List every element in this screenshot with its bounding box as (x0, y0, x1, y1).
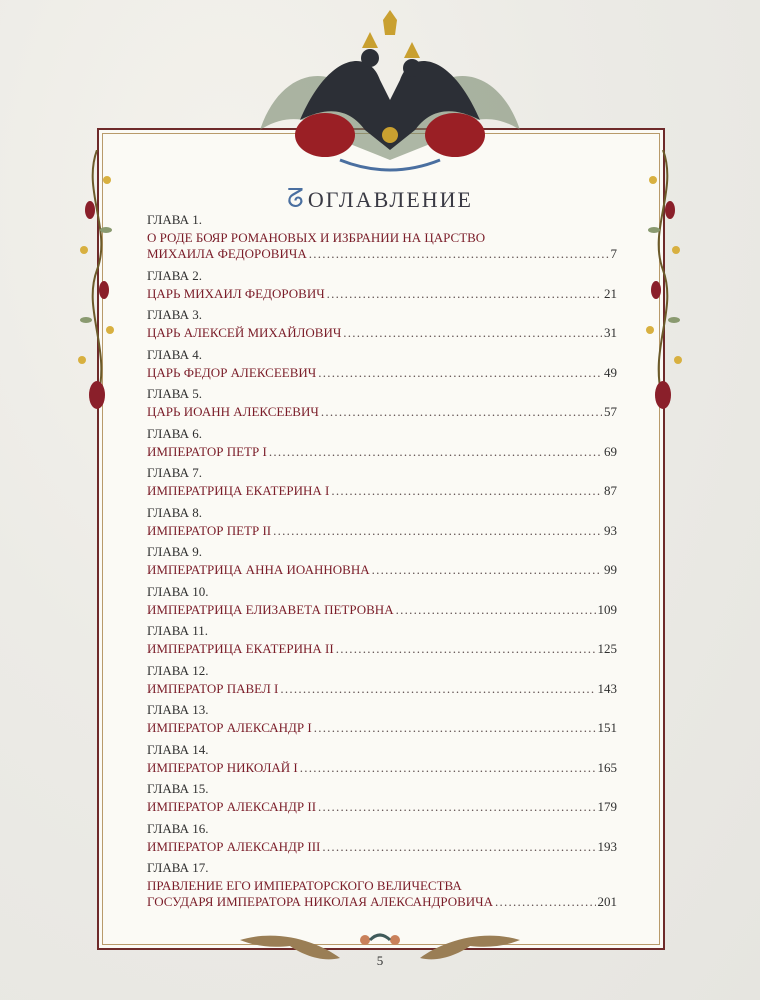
dot-leader (309, 246, 609, 262)
chapter-label: ГЛАВА 12. (147, 662, 209, 678)
chapter-page-number: 69 (604, 443, 617, 459)
toc-entry[interactable]: ГЛАВА 2. ЦАРЬ МИХАИЛ ФЕДОРОВИЧ 21 (147, 266, 617, 306)
chapter-title: ИМПЕРАТРИЦА ЕКАТЕРИНА I (147, 483, 330, 498)
chapter-label: ГЛАВА 3. (147, 307, 202, 322)
chapter-title: ЦАРЬ АЛЕКСЕЙ МИХАЙЛОВИЧ (147, 325, 342, 340)
floral-vine-right-ornament (646, 150, 682, 409)
dot-leader (318, 365, 602, 381)
chapter-title: ИМПЕРАТРИЦА ЕЛИЗАВЕТА ПЕТРОВНА (147, 601, 394, 617)
chapter-title: ПРАВЛЕНИЕ ЕГО ИМПЕРАТОРСКОГО ВЕЛИЧЕСТВА (147, 878, 462, 893)
chapter-title: МИХАИЛА ФЕДОРОВИЧА (147, 246, 307, 261)
chapter-page-number: 143 (597, 680, 618, 696)
chapter-page-number: 31 (604, 325, 617, 340)
dot-leader (396, 602, 596, 618)
chapter-label: ГЛАВА 8. (147, 504, 202, 520)
chapter-title: ИМПЕРАТОР АЛЕКСАНДР I (147, 720, 312, 735)
floral-vine-left-ornament (78, 150, 114, 409)
chapter-title: О РОДЕ БОЯР РОМАНОВЫХ И ИЗБРАНИИ НА ЦАРС… (147, 230, 486, 245)
page-title: ᘔОГЛАВЛЕНИЕ (0, 184, 760, 215)
chapter-page-number: 57 (604, 404, 617, 419)
dot-leader (372, 562, 602, 578)
toc-entry[interactable]: ГЛАВА 10. ИМПЕРАТРИЦА ЕЛИЗАВЕТА ПЕТРОВНА 1… (147, 582, 617, 622)
chapter-label: ГЛАВА 9. (147, 544, 202, 559)
dot-leader (495, 894, 596, 910)
table-of-contents: ГЛАВА 1. О РОДЕ БОЯР РОМАНОВЫХ И ИЗБРАНИИ… (147, 210, 617, 914)
toc-entry[interactable]: ГЛАВА 6. ИМПЕРАТОР ПЕТР I 69 (147, 424, 617, 464)
chapter-page-number: 125 (597, 641, 618, 656)
chapter-label: ГЛАВА 16. (147, 820, 209, 836)
chapter-label: ГЛАВА 14. (147, 741, 209, 757)
chapter-label: ГЛАВА 4. (147, 346, 202, 362)
chapter-title: ГОСУДАРЯ ИМПЕРАТОРА НИКОЛАЯ АЛЕКСАНДРОВИ… (147, 894, 493, 909)
dot-leader (273, 523, 602, 539)
chapter-page-number: 151 (597, 720, 618, 735)
chapter-label: ГЛАВА 1. (147, 212, 202, 227)
dot-leader (343, 325, 602, 341)
dot-leader (269, 444, 602, 460)
chapter-title: ИМПЕРАТОР ПАВЕЛ I (147, 680, 279, 696)
toc-entry[interactable]: ГЛАВА 17. ПРАВЛЕНИЕ ЕГО ИМПЕРАТОРСКОГО ВЕ… (147, 858, 617, 914)
chapter-page-number: 179 (597, 799, 618, 814)
toc-entry[interactable]: ГЛАВА 14. ИМПЕРАТОР НИКОЛАЙ I 165 (147, 740, 617, 780)
chapter-page-number: 109 (597, 601, 618, 617)
toc-entry[interactable]: ГЛАВА 9. ИМПЕРАТРИЦА АННА ИОАННОВНА 99 (147, 542, 617, 582)
chapter-page-number: 7 (610, 246, 618, 261)
dot-leader (336, 641, 596, 657)
toc-entry[interactable]: ГЛАВА 13. ИМПЕРАТОР АЛЕКСАНДР I 151 (147, 700, 617, 740)
decorative-flourish-icon: ᘔ (287, 184, 306, 213)
chapter-title: ИМПЕРАТРИЦА АННА ИОАННОВНА (147, 562, 370, 577)
chapter-page-number: 99 (604, 562, 617, 577)
dot-leader (327, 286, 602, 302)
chapter-page-number: 193 (597, 838, 618, 854)
chapter-page-number: 21 (604, 285, 617, 301)
page-title-text: ОГЛАВЛЕНИЕ (307, 187, 473, 212)
toc-entry[interactable]: ГЛАВА 7. ИМПЕРАТРИЦА ЕКАТЕРИНА I 87 (147, 463, 617, 503)
chapter-label: ГЛАВА 10. (147, 583, 209, 599)
toc-entry[interactable]: ГЛАВА 12. ИМПЕРАТОР ПАВЕЛ I 143 (147, 661, 617, 701)
bottom-acanthus-ornament (240, 933, 520, 960)
chapter-title: ИМПЕРАТОР ПЕТР II (147, 522, 272, 538)
double-headed-eagle-crest-ornament (260, 10, 520, 172)
chapter-label: ГЛАВА 2. (147, 267, 202, 283)
chapter-page-number: 87 (604, 483, 617, 498)
chapter-title: ИМПЕРАТРИЦА ЕКАТЕРИНА II (147, 641, 334, 656)
chapter-label: ГЛАВА 6. (147, 425, 202, 441)
toc-entry[interactable]: ГЛАВА 1. О РОДЕ БОЯР РОМАНОВЫХ И ИЗБРАНИИ… (147, 210, 617, 266)
chapter-title: ИМПЕРАТОР АЛЕКСАНДР II (147, 799, 317, 814)
toc-entry[interactable]: ГЛАВА 5. ЦАРЬ ИОАНН АЛЕКСЕЕВИЧ 57 (147, 384, 617, 424)
chapter-label: ГЛАВА 17. (147, 860, 209, 875)
chapter-title: ЦАРЬ ФЕДОР АЛЕКСЕЕВИЧ (147, 364, 317, 380)
toc-entry[interactable]: ГЛАВА 8. ИМПЕРАТОР ПЕТР II 93 (147, 503, 617, 543)
toc-entry[interactable]: ГЛАВА 16. ИМПЕРАТОР АЛЕКСАНДР III 193 (147, 819, 617, 859)
chapter-label: ГЛАВА 15. (147, 781, 209, 796)
chapter-page-number: 49 (604, 364, 617, 380)
page-number: 5 (376, 953, 384, 968)
dot-leader (331, 483, 602, 499)
chapter-label: ГЛАВА 7. (147, 465, 202, 480)
toc-entry[interactable]: ГЛАВА 11. ИМПЕРАТРИЦА ЕКАТЕРИНА II 125 (147, 621, 617, 661)
chapter-label: ГЛАВА 13. (147, 702, 209, 717)
chapter-page-number: 165 (597, 759, 618, 775)
dot-leader (314, 720, 596, 736)
chapter-page-number: 93 (604, 522, 617, 538)
chapter-title: ИМПЕРАТОР АЛЕКСАНДР III (147, 838, 321, 854)
chapter-title: ЦАРЬ ИОАНН АЛЕКСЕЕВИЧ (147, 404, 319, 419)
chapter-title: ЦАРЬ МИХАИЛ ФЕДОРОВИЧ (147, 285, 325, 301)
chapter-label: ГЛАВА 5. (147, 386, 202, 401)
chapter-title: ИМПЕРАТОР ПЕТР I (147, 443, 267, 459)
chapter-label: ГЛАВА 11. (147, 623, 209, 638)
dot-leader (280, 681, 595, 697)
dot-leader (321, 404, 602, 420)
chapter-page-number: 201 (597, 894, 618, 909)
dot-leader (318, 799, 595, 815)
toc-entry[interactable]: ГЛАВА 3. ЦАРЬ АЛЕКСЕЙ МИХАЙЛОВИЧ 31 (147, 305, 617, 345)
toc-entry[interactable]: ГЛАВА 15. ИМПЕРАТОР АЛЕКСАНДР II 179 (147, 779, 617, 819)
dot-leader (300, 760, 596, 776)
dot-leader (322, 839, 595, 855)
toc-entry[interactable]: ГЛАВА 4. ЦАРЬ ФЕДОР АЛЕКСЕЕВИЧ 49 (147, 345, 617, 385)
chapter-title: ИМПЕРАТОР НИКОЛАЙ I (147, 759, 298, 775)
